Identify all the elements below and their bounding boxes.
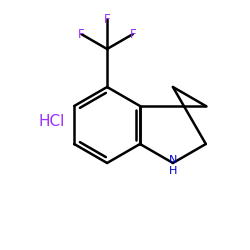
Text: F: F bbox=[130, 28, 136, 41]
Text: HCl: HCl bbox=[39, 114, 65, 130]
Text: F: F bbox=[78, 28, 85, 41]
Text: N: N bbox=[169, 155, 177, 165]
Text: H: H bbox=[169, 166, 177, 176]
Text: F: F bbox=[104, 13, 110, 26]
